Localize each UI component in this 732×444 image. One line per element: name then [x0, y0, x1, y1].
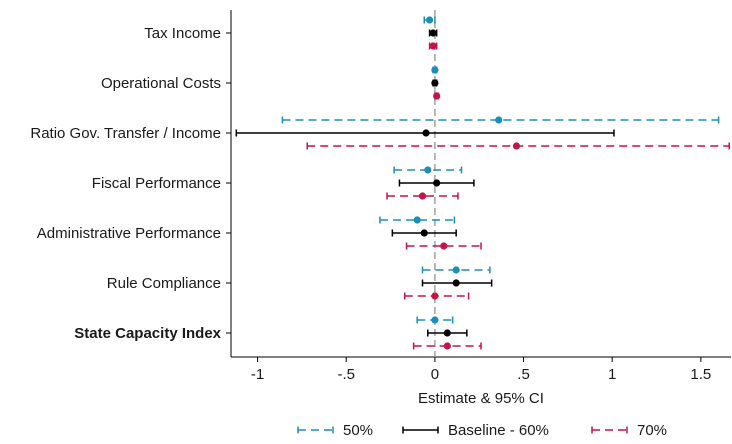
estimate-point — [429, 29, 437, 37]
estimate-point — [440, 242, 448, 250]
y-category-label: Tax Income — [144, 25, 221, 42]
estimate-point — [431, 316, 439, 324]
y-category-label: Rule Compliance — [107, 275, 221, 292]
series-group — [281, 16, 720, 324]
x-tick-label: -.5 — [337, 366, 355, 383]
x-tick-label: 1.5 — [690, 366, 711, 383]
legend: 50% Baseline - 60% 70% — [297, 422, 667, 439]
y-category-label: Operational Costs — [101, 75, 221, 92]
plot-marks — [235, 16, 730, 350]
legend-item: 70% — [591, 422, 667, 439]
y-category-label: Ratio Gov. Transfer / Income — [30, 125, 221, 142]
legend-label: 50% — [343, 422, 373, 439]
estimate-point — [422, 129, 430, 137]
estimate-point — [431, 292, 439, 300]
y-category-label: Fiscal Performance — [92, 175, 221, 192]
estimate-point — [425, 16, 434, 24]
series-group — [306, 42, 730, 350]
x-tick-label: -1 — [251, 366, 264, 383]
legend-item: 50% — [297, 422, 373, 439]
legend-label: Baseline - 60% — [448, 422, 549, 439]
axes: -1 -.5 0 .5 1 1.5 Estimate & 95% CI Tax Income O… — [30, 10, 731, 407]
estimate-point — [433, 179, 441, 187]
y-category-label: State Capacity Index — [74, 325, 221, 342]
y-category-label: Administrative Performance — [37, 225, 221, 242]
estimate-point — [431, 79, 439, 87]
estimate-point — [433, 92, 441, 100]
series-group — [235, 29, 615, 337]
estimate-point — [413, 216, 421, 224]
estimate-point — [443, 342, 451, 350]
estimate-point — [429, 42, 437, 50]
estimate-point — [418, 192, 427, 200]
estimate-point — [443, 329, 451, 337]
estimate-point — [452, 279, 460, 287]
x-tick-label: 1 — [608, 366, 616, 383]
estimate-point — [424, 166, 432, 174]
estimate-point — [452, 266, 460, 274]
x-tick-label: .5 — [517, 366, 530, 383]
legend-label: 70% — [637, 422, 667, 439]
estimate-point — [420, 229, 428, 237]
legend-item: Baseline - 60% — [402, 422, 549, 439]
estimate-point — [512, 142, 521, 150]
x-axis-title: Estimate & 95% CI — [418, 390, 544, 407]
x-tick-label: 0 — [431, 366, 439, 383]
estimate-point — [495, 116, 503, 124]
estimate-point — [431, 66, 439, 74]
